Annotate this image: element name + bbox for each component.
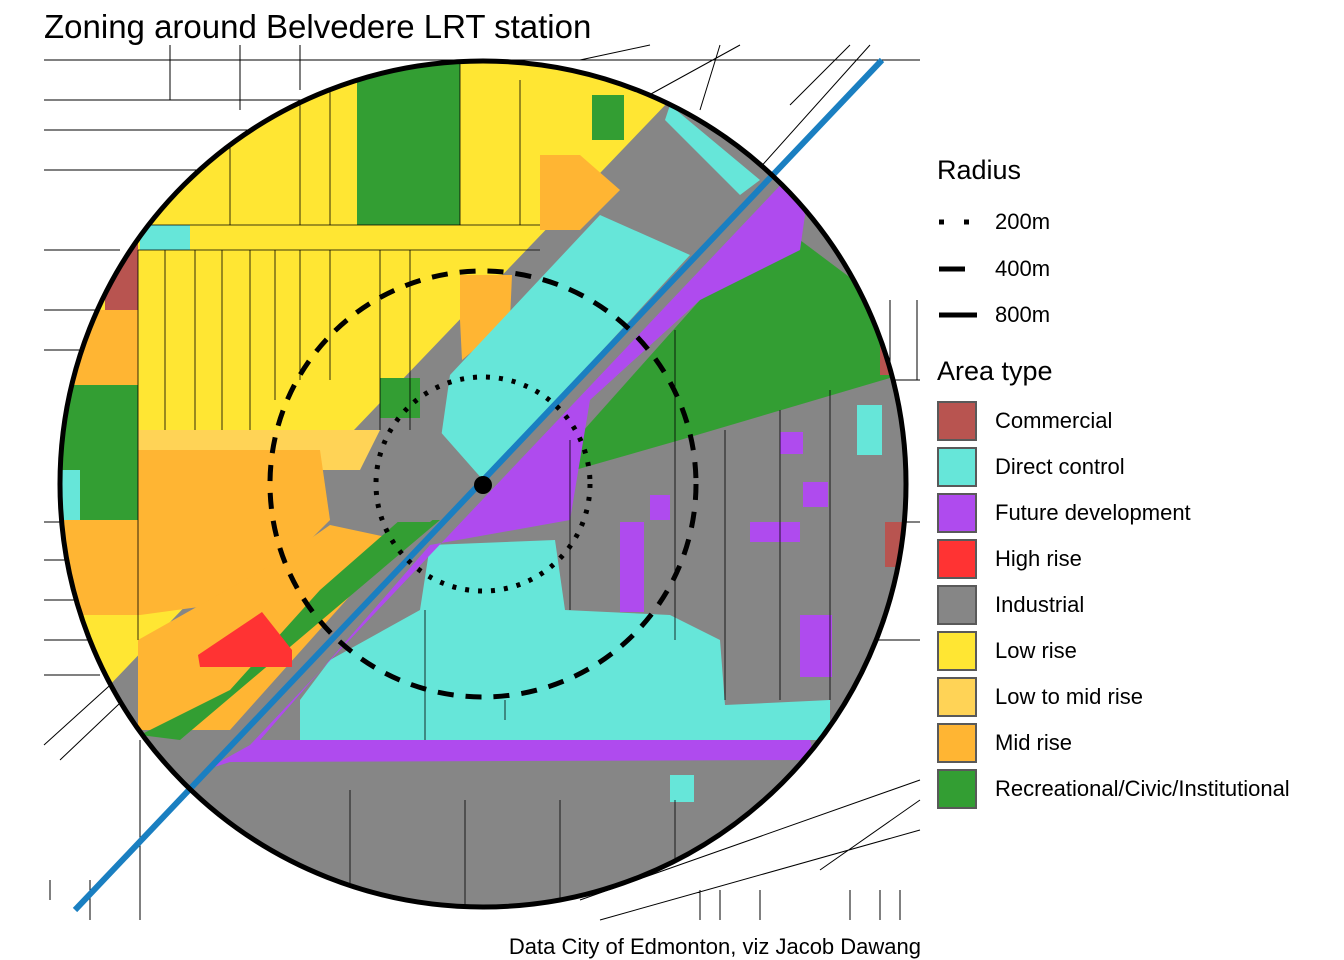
area-direct-control [665, 105, 760, 195]
area-future-development [620, 522, 644, 612]
area-direct-control [60, 470, 80, 520]
radius-label: 200m [995, 209, 1051, 234]
solid-line-icon [939, 312, 977, 318]
area-legend-item: Low to mid rise [937, 675, 1143, 719]
dashed-line-icon [939, 266, 965, 272]
area-legend-item: Commercial [937, 399, 1112, 443]
dotted-line-icon [939, 219, 975, 225]
color-swatch [937, 631, 977, 671]
area-label: Industrial [995, 592, 1085, 617]
area-legend-item: Mid rise [937, 721, 1072, 765]
area-legend-item: Low rise [937, 629, 1077, 673]
area-label: High rise [995, 546, 1082, 571]
area-direct-control [670, 775, 694, 802]
area-high-rise [198, 612, 292, 667]
radius-label: 800m [995, 302, 1051, 327]
color-swatch [937, 447, 977, 487]
area-recreational [592, 95, 624, 140]
area-label: Low rise [995, 638, 1077, 663]
area-legend-title: Area type [937, 356, 1053, 386]
zoning-map [43, 44, 921, 921]
area-label: Recreational/Civic/Institutional [995, 776, 1290, 801]
area-mid-rise [460, 275, 512, 360]
area-recreational [140, 520, 440, 740]
radius-label: 400m [995, 256, 1051, 281]
radius-legend-title: Radius [937, 155, 1022, 185]
radius-legend-item: 800m [937, 300, 1050, 330]
map-title: Zoning around Belvedere LRT station [44, 8, 592, 45]
area-legend-item: High rise [937, 537, 1082, 581]
area-label: Future development [995, 500, 1191, 525]
color-swatch [937, 585, 977, 625]
area-legend-item: Direct control [937, 445, 1125, 489]
radius-200m [373, 374, 593, 594]
zoning-areas [60, 61, 906, 907]
area-future-development [780, 432, 803, 454]
area-future-development [803, 482, 828, 507]
color-swatch [937, 401, 977, 441]
color-swatch [937, 677, 977, 717]
area-direct-control [300, 540, 830, 740]
area-future-development [650, 495, 670, 520]
area-mid-rise [540, 155, 620, 230]
radius-400m [267, 268, 699, 700]
radius-legend-item: 200m [937, 207, 1050, 237]
area-industrial-station [370, 420, 483, 522]
color-swatch [937, 769, 977, 809]
radius-legend-item: 400m [937, 254, 1050, 284]
area-future-development [750, 522, 800, 542]
area-legend-item: Recreational/Civic/Institutional [937, 767, 1290, 811]
area-future-development [205, 175, 815, 770]
area-label: Direct control [995, 454, 1125, 479]
area-direct-control [857, 405, 882, 455]
area-legend-item: Future development [937, 491, 1191, 535]
color-swatch [937, 539, 977, 579]
area-recreational [575, 240, 900, 470]
radius-800m [57, 58, 909, 910]
area-recreational [357, 62, 460, 225]
area-recreational [380, 378, 420, 418]
station-point [474, 476, 492, 494]
area-future-development [800, 615, 832, 677]
area-direct-control [440, 215, 690, 480]
color-swatch [937, 723, 977, 763]
area-legend-item: Industrial [937, 583, 1084, 627]
caption: Data City of Edmonton, viz Jacob Dawang [508, 934, 921, 959]
area-label: Low to mid rise [995, 684, 1143, 709]
area-label: Commercial [995, 408, 1113, 433]
area-label: Mid rise [995, 730, 1073, 755]
color-swatch [937, 493, 977, 533]
